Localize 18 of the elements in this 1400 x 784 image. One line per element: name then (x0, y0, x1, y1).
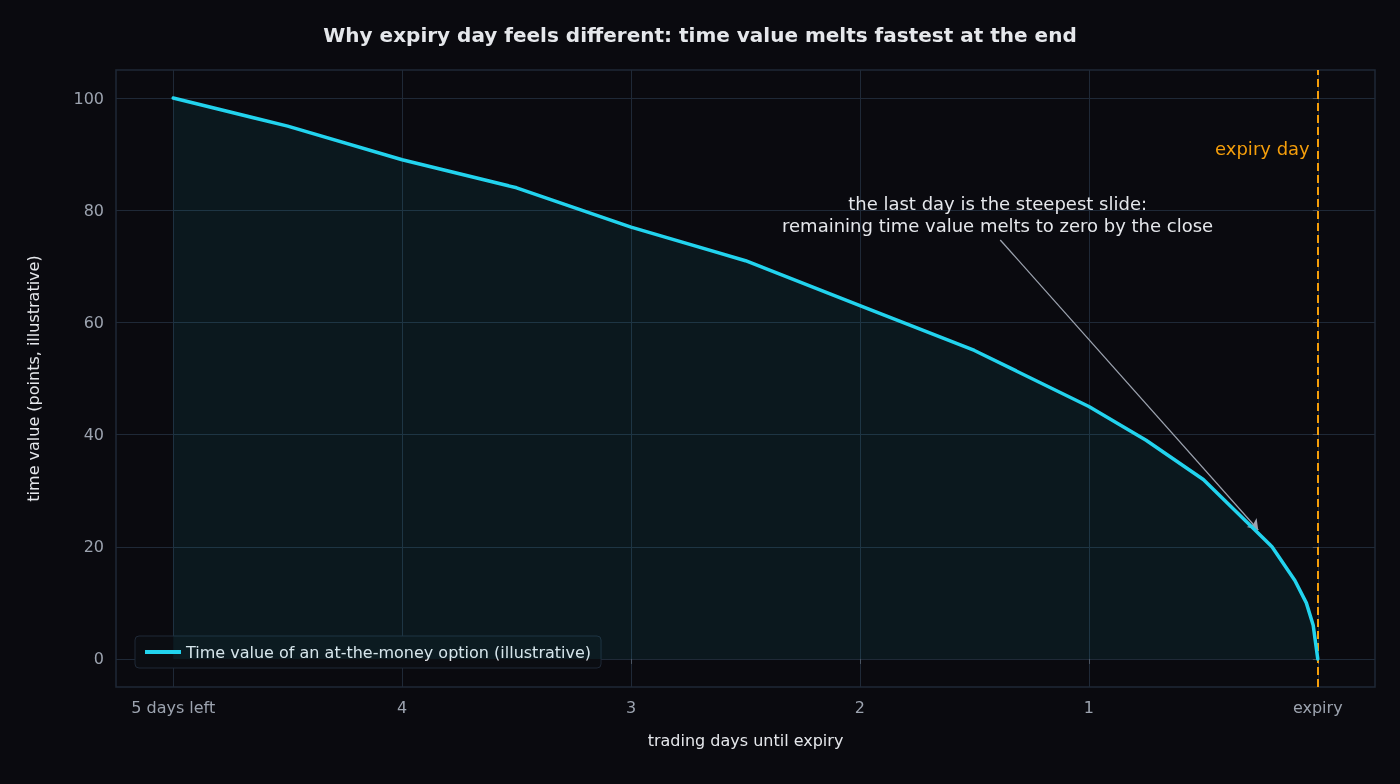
x-axis-title: trading days until expiry (647, 730, 844, 750)
x-tick-label: 1 (1083, 697, 1094, 717)
x-tick-label: 2 (854, 697, 866, 717)
x-tick-label: 4 (397, 697, 408, 717)
y-tick-label: 0 (93, 649, 104, 669)
annotation: the last day is the steepest slide: remaining time value melts to zero by the close (782, 193, 1214, 237)
ref-line-label: expiry day (1215, 137, 1311, 159)
y-tick-label: 60 (83, 312, 104, 332)
y-tick-label: 80 (83, 200, 104, 220)
y-tick-label: 40 (83, 425, 104, 445)
chart-title: Why expiry day feels different: time value melts fastest at the end (323, 23, 1077, 47)
x-tick-label: 3 (625, 697, 637, 717)
x-tick-label: expiry (1292, 697, 1343, 717)
legend-label: Time value of an at-the-money option (illustrative) (185, 642, 592, 662)
y-tick-label: 100 (73, 88, 104, 108)
y-axis-title: time value (points, illustrative) (23, 255, 43, 502)
x-tick-label: 5 days left (131, 697, 216, 717)
y-tick-label: 20 (83, 537, 104, 557)
